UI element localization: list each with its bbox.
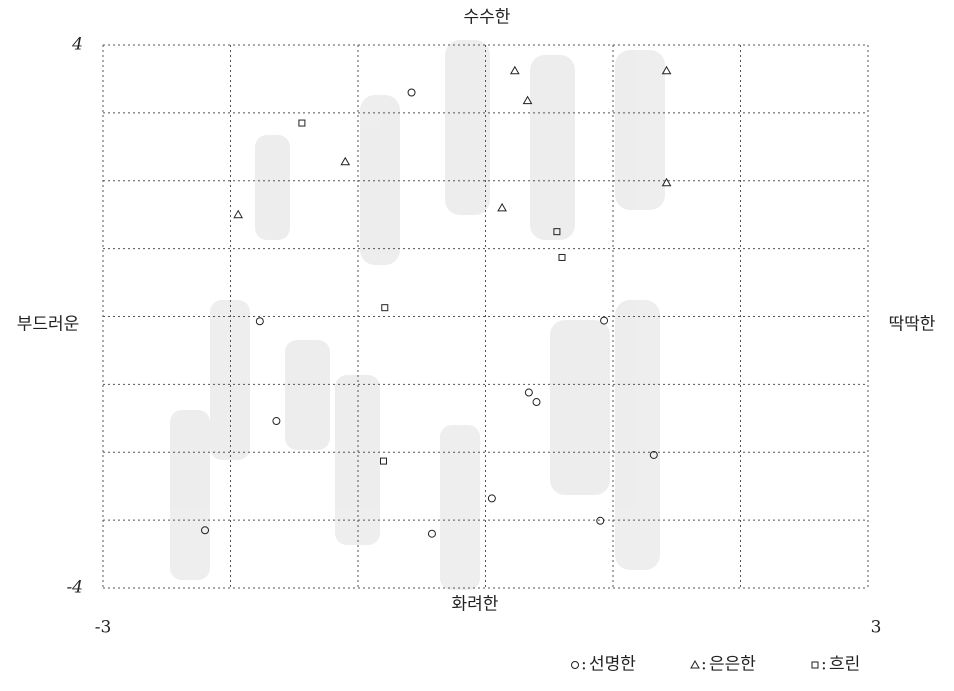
point — [533, 399, 540, 406]
point — [525, 389, 532, 396]
point — [234, 211, 242, 218]
legend-label: 흐린 — [829, 655, 860, 675]
figure-silhouettes — [170, 40, 665, 590]
bottom-label: 화려한 — [452, 595, 499, 615]
point — [601, 317, 608, 324]
y-tick-label: 4 — [71, 35, 83, 55]
point — [597, 517, 604, 524]
legend-colon: : — [701, 655, 707, 675]
point — [382, 305, 388, 311]
point — [299, 120, 305, 126]
legend-symbol — [691, 661, 699, 668]
legend-label: 선명한 — [589, 655, 636, 675]
legend-label: 은은한 — [709, 655, 756, 675]
point — [273, 418, 280, 425]
legend-colon: : — [821, 655, 827, 675]
point — [498, 204, 506, 211]
chart: 수수한 화려한 부드러운 딱딱한 -44-33:선명한:은은한:흐린 — [0, 0, 954, 687]
point — [341, 158, 349, 165]
x-tick-label: -3 — [95, 618, 112, 638]
point — [488, 495, 495, 502]
y-tick-label: -4 — [66, 578, 83, 598]
point — [408, 89, 415, 96]
x-tick-label: 3 — [871, 618, 882, 638]
point — [559, 254, 565, 260]
point — [256, 318, 263, 325]
point — [511, 67, 519, 74]
left-label: 부드러운 — [17, 315, 80, 335]
legend-colon: : — [581, 655, 587, 675]
right-label: 딱딱한 — [889, 315, 936, 335]
legend-symbol — [572, 662, 579, 669]
point — [381, 458, 387, 464]
top-label: 수수한 — [464, 8, 511, 28]
point — [428, 530, 435, 537]
legend-symbol — [812, 662, 818, 668]
